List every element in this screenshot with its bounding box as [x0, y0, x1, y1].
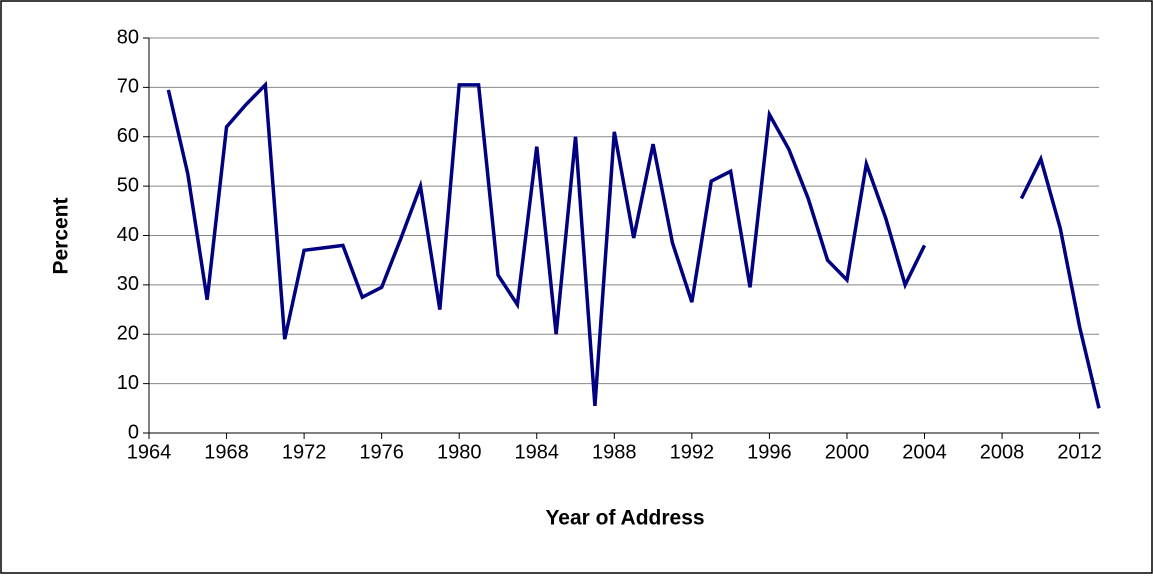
- y-tick-label: 0: [128, 421, 139, 443]
- x-tick-label: 1976: [359, 441, 404, 463]
- x-tick-label: 1996: [747, 441, 792, 463]
- x-tick-label: 2000: [825, 441, 870, 463]
- y-tick-label: 70: [117, 76, 139, 98]
- x-tick-label: 1992: [670, 441, 715, 463]
- x-tick-label: 1984: [515, 441, 560, 463]
- y-tick-label: 60: [117, 125, 139, 147]
- y-tick-label: 30: [117, 273, 139, 295]
- x-tick-label: 2012: [1057, 441, 1102, 463]
- x-tick-label: 1980: [437, 441, 482, 463]
- x-tick-label: 2004: [902, 441, 947, 463]
- y-axis-title: Percent: [50, 197, 73, 274]
- y-tick-label: 80: [117, 26, 139, 48]
- y-tick-label: 10: [117, 372, 139, 394]
- x-tick-label: 1988: [592, 441, 637, 463]
- x-tick-label: 1964: [127, 441, 172, 463]
- x-tick-label: 2008: [980, 441, 1025, 463]
- data-line: [166, 80, 1101, 409]
- x-tick-label: 1972: [282, 441, 327, 463]
- x-axis-title: Year of Address: [545, 507, 704, 530]
- x-tick-label: 1968: [204, 441, 249, 463]
- y-tick-label: 20: [117, 323, 139, 345]
- y-tick-label: 50: [117, 174, 139, 196]
- y-tick-label: 40: [117, 224, 139, 246]
